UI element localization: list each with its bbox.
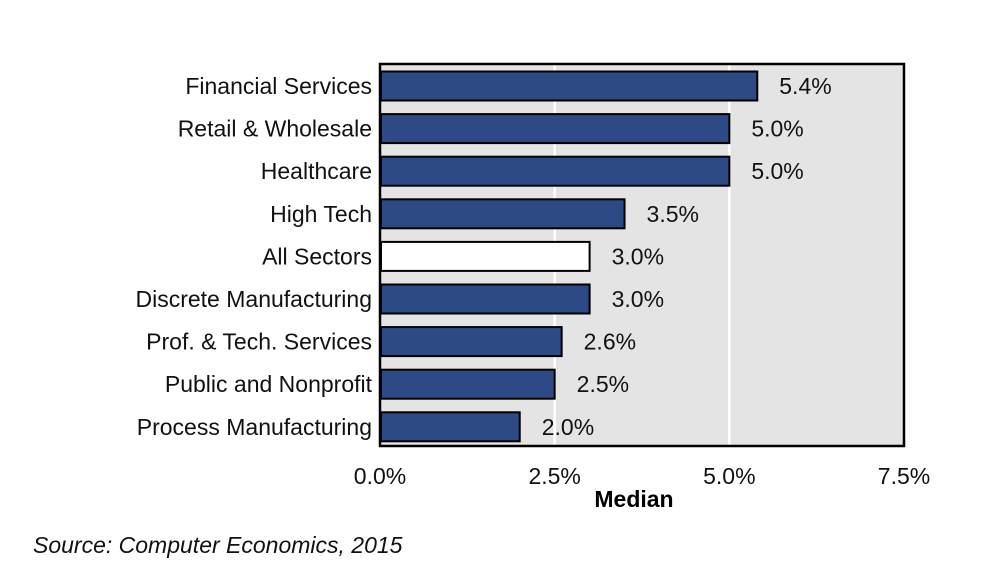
category-label: High Tech [270,201,372,227]
bar [380,198,626,230]
x-axis-title: Median [594,486,673,512]
category-label: Public and Nonprofit [165,371,373,397]
plot-frame [378,62,906,448]
bar [380,368,556,400]
value-label: 2.6% [584,329,636,355]
category-label: Prof. & Tech. Services [146,329,372,355]
x-tick-labels: 0.0% 2.5% 5.0% 7.5% [354,463,930,489]
value-label: 3.0% [612,286,664,312]
source-note: Source: Computer Economics, 2015 [33,532,403,558]
value-label: 3.0% [612,243,664,269]
bar [380,70,759,102]
category-labels: Financial Services Retail & Wholesale Heal… [136,73,373,440]
bar [380,113,731,145]
value-label: 5.0% [751,116,803,142]
category-label: Discrete Manufacturing [136,286,373,312]
category-label: Retail & Wholesale [178,116,372,142]
x-tick-label: 5.0% [703,463,755,489]
category-label: Healthcare [261,158,372,184]
bar [380,155,731,187]
category-label: Process Manufacturing [137,414,372,440]
value-label: 2.5% [577,371,629,397]
bar [380,240,591,272]
x-tick-label: 7.5% [878,463,930,489]
value-label: 5.4% [779,73,831,99]
value-label: 3.5% [647,201,699,227]
x-tick-label: 2.5% [528,463,580,489]
value-label: 2.0% [542,414,594,440]
category-label: Financial Services [185,73,372,99]
x-tick-label: 0.0% [354,463,406,489]
value-label: 5.0% [751,158,803,184]
category-label: All Sectors [262,243,372,269]
bar [380,326,563,358]
value-labels: 5.4% 5.0% 5.0% 3.5% 3.0% 3.0% 2.6% 2.5% 2.0% [542,73,832,440]
bar [380,411,521,443]
bar [380,283,591,315]
